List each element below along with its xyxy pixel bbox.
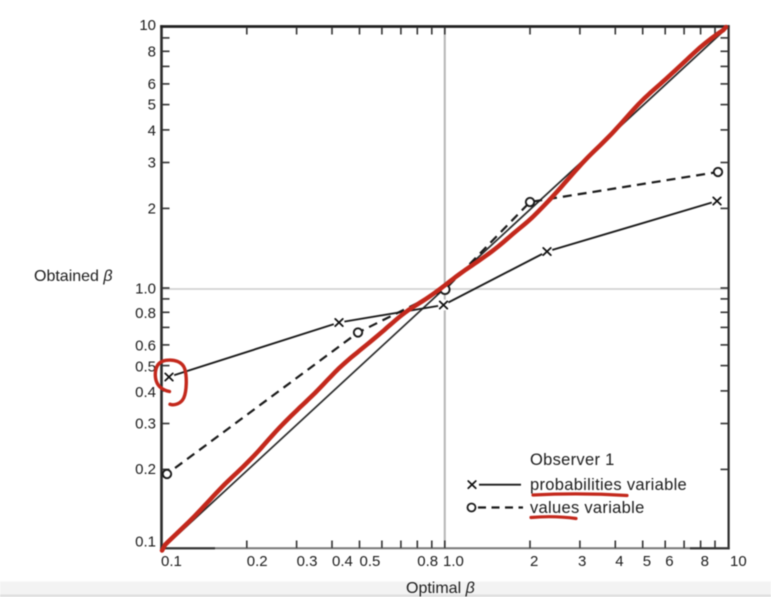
svg-text:10: 10: [139, 17, 156, 34]
svg-text:4: 4: [615, 553, 623, 570]
svg-text:6: 6: [148, 76, 156, 93]
svg-text:1.0: 1.0: [443, 553, 464, 570]
svg-text:Observer 1: Observer 1: [530, 451, 615, 469]
svg-text:5: 5: [643, 553, 651, 570]
svg-text:0.8: 0.8: [135, 305, 156, 322]
svg-text:0.3: 0.3: [297, 553, 318, 570]
svg-text:0.2: 0.2: [247, 553, 268, 570]
svg-text:values variable: values variable: [530, 499, 645, 517]
svg-text:10: 10: [730, 553, 747, 570]
svg-text:4: 4: [148, 123, 156, 140]
svg-text:Optimal β: Optimal β: [406, 580, 475, 597]
svg-text:6: 6: [665, 553, 673, 570]
svg-text:1.0: 1.0: [135, 281, 156, 298]
svg-text:0.1: 0.1: [161, 553, 182, 570]
svg-text:3: 3: [148, 155, 156, 172]
svg-text:0.5: 0.5: [135, 359, 156, 376]
svg-text:0.1: 0.1: [135, 534, 156, 551]
svg-text:3: 3: [578, 553, 586, 570]
svg-text:8: 8: [701, 553, 709, 570]
svg-text:0.3: 0.3: [135, 416, 156, 433]
svg-text:2: 2: [530, 553, 538, 570]
svg-text:0.4: 0.4: [135, 384, 156, 401]
svg-text:probabilities variable: probabilities variable: [530, 476, 687, 494]
svg-text:0.8: 0.8: [417, 553, 438, 570]
svg-text:8: 8: [148, 43, 156, 60]
svg-text:0.4: 0.4: [332, 553, 353, 570]
svg-text:2: 2: [148, 200, 156, 217]
svg-text:Obtained β: Obtained β: [34, 268, 113, 285]
svg-text:0.6: 0.6: [135, 338, 156, 355]
svg-text:0.2: 0.2: [135, 461, 156, 478]
svg-text:5: 5: [148, 97, 156, 114]
svg-text:0.5: 0.5: [360, 553, 381, 570]
